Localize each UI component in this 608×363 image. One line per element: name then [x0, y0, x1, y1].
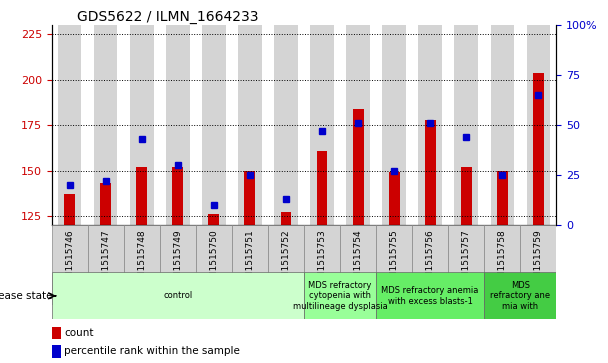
Bar — [491, 25, 514, 225]
Bar — [412, 225, 448, 305]
Text: percentile rank within the sample: percentile rank within the sample — [64, 346, 240, 356]
Text: GSM1515753: GSM1515753 — [317, 229, 326, 290]
Bar — [100, 183, 111, 225]
Text: GSM1515750: GSM1515750 — [209, 229, 218, 290]
Text: GSM1515752: GSM1515752 — [282, 229, 291, 290]
Bar — [455, 25, 478, 225]
Bar — [274, 25, 298, 225]
Bar — [527, 25, 550, 225]
Bar — [376, 272, 484, 319]
Text: GSM1515751: GSM1515751 — [246, 229, 254, 290]
Text: GSM1515754: GSM1515754 — [354, 229, 362, 290]
Bar — [244, 171, 255, 225]
Bar — [484, 225, 520, 305]
Bar — [52, 327, 61, 339]
Bar — [124, 225, 160, 305]
Bar — [160, 225, 196, 305]
Bar — [425, 120, 435, 225]
Bar — [533, 73, 544, 225]
Bar — [497, 171, 508, 225]
Text: GSM1515758: GSM1515758 — [498, 229, 506, 290]
Text: GSM1515755: GSM1515755 — [390, 229, 399, 290]
Bar — [94, 25, 117, 225]
Text: GDS5622 / ILMN_1664233: GDS5622 / ILMN_1664233 — [77, 11, 258, 24]
Bar — [52, 345, 61, 358]
Text: MDS refractory
cytopenia with
multilineage dysplasia: MDS refractory cytopenia with multilinea… — [292, 281, 387, 311]
Bar — [317, 151, 328, 225]
Bar — [304, 225, 340, 305]
Bar — [340, 225, 376, 305]
Text: GSM1515749: GSM1515749 — [173, 229, 182, 290]
Bar — [238, 25, 261, 225]
Bar — [268, 225, 304, 305]
Bar — [64, 194, 75, 225]
Bar — [232, 225, 268, 305]
Bar — [484, 272, 556, 319]
Bar — [52, 272, 304, 319]
Text: MDS refractory anemia
with excess blasts-1: MDS refractory anemia with excess blasts… — [381, 286, 479, 306]
Bar — [520, 225, 556, 305]
Bar — [209, 214, 219, 225]
Bar — [136, 167, 147, 225]
Bar — [196, 225, 232, 305]
Bar — [52, 225, 88, 305]
Text: GSM1515747: GSM1515747 — [102, 229, 110, 290]
Text: disease state: disease state — [0, 291, 52, 301]
Bar — [280, 212, 291, 225]
Bar — [461, 167, 472, 225]
Bar — [58, 25, 81, 225]
Bar — [389, 172, 399, 225]
Bar — [376, 225, 412, 305]
Text: GSM1515757: GSM1515757 — [461, 229, 471, 290]
Text: MDS
refractory ane
mia with: MDS refractory ane mia with — [490, 281, 550, 311]
Bar — [166, 25, 190, 225]
Text: GSM1515756: GSM1515756 — [426, 229, 435, 290]
Bar — [130, 25, 153, 225]
Text: GSM1515748: GSM1515748 — [137, 229, 147, 290]
Bar — [353, 109, 364, 225]
Text: control: control — [163, 291, 193, 300]
Bar — [202, 25, 226, 225]
Text: count: count — [64, 328, 94, 338]
Bar — [448, 225, 484, 305]
Text: GSM1515746: GSM1515746 — [65, 229, 74, 290]
Bar — [88, 225, 124, 305]
Bar — [304, 272, 376, 319]
Bar — [347, 25, 370, 225]
Bar — [418, 25, 442, 225]
Bar — [310, 25, 334, 225]
Bar — [173, 167, 183, 225]
Bar — [382, 25, 406, 225]
Text: GSM1515759: GSM1515759 — [534, 229, 543, 290]
